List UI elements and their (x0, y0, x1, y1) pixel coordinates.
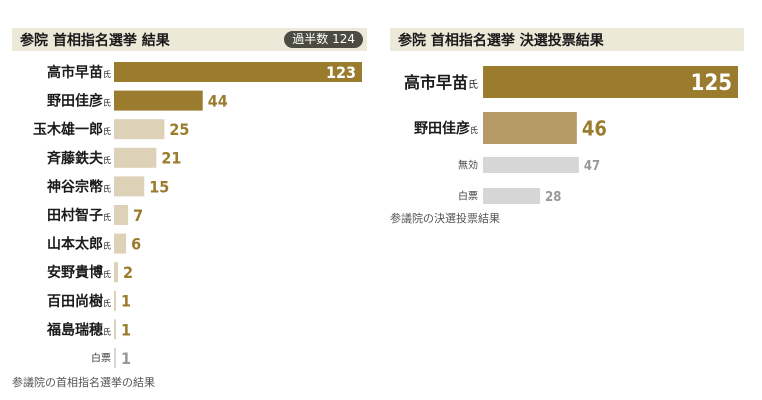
value-label: 1 (121, 320, 131, 339)
value-label: 1 (121, 292, 131, 311)
category-label: 白票 (91, 352, 111, 365)
category-label: 白票 (458, 190, 478, 203)
value-label: 44 (208, 92, 228, 111)
bar (114, 319, 117, 340)
category-label: 野田佳彦氏 (47, 93, 111, 110)
category-label: 高市早苗氏 (47, 64, 111, 81)
value-label: 6 (131, 235, 141, 254)
value-label: 47 (584, 159, 600, 174)
honorific-suffix: 氏 (103, 184, 111, 193)
category-label: 山本太郎氏 (47, 236, 111, 253)
value-label: 123 (326, 63, 356, 82)
honorific-suffix: 氏 (468, 79, 478, 91)
value-label: 1 (121, 349, 131, 368)
honorific-suffix: 氏 (103, 99, 111, 108)
bar (114, 147, 157, 168)
category-label: 百田尚樹氏 (47, 293, 111, 310)
honorific-suffix: 氏 (103, 299, 111, 308)
honorific-suffix: 氏 (103, 70, 111, 79)
runoff-chart: 高市早苗氏 125 野田佳彦氏 46 無効 47 白票 28 (404, 66, 738, 205)
first-round-panel: 参院 首相指名選挙 結果 過半数 124 高市早苗氏 123 野田佳彦氏 44 玉木雄一… (0, 0, 372, 400)
category-label: 安野貴博氏 (47, 264, 111, 281)
bar (114, 119, 165, 140)
value-label: 7 (133, 206, 143, 225)
value-label: 15 (149, 177, 169, 196)
honorific-suffix: 氏 (103, 242, 111, 251)
category-label: 田村智子氏 (47, 207, 111, 224)
bar (483, 188, 541, 204)
category-label: 高市早苗氏 (404, 73, 478, 92)
first-round-caption: 参議院の首相指名選挙の結果 (12, 376, 155, 389)
category-label: 斉藤鉄夫氏 (47, 150, 111, 167)
honorific-suffix: 氏 (103, 127, 111, 136)
first-round-header: 参院 首相指名選挙 結果 過半数 124 (12, 28, 367, 51)
bar (483, 112, 577, 144)
runoff-caption: 参議院の決選投票結果 (390, 212, 500, 225)
bar (114, 233, 127, 254)
value-label: 25 (169, 120, 189, 139)
value-label: 46 (582, 116, 607, 140)
category-label: 玉木雄一郎氏 (33, 121, 111, 138)
runoff-panel: 参院 首相指名選挙 決選投票結果 高市早苗氏 125 野田佳彦氏 46 無効 47 白票 28… (386, 0, 762, 240)
value-label: 2 (123, 263, 133, 282)
bar (114, 348, 117, 368)
value-label: 28 (545, 190, 561, 205)
first-round-title: 参院 首相指名選挙 結果 (20, 32, 170, 49)
value-label: 125 (691, 71, 732, 96)
value-label: 21 (161, 149, 181, 168)
bar (114, 90, 203, 111)
honorific-suffix: 氏 (103, 156, 111, 165)
bar (114, 62, 362, 82)
honorific-suffix: 氏 (103, 270, 111, 279)
bar (483, 66, 738, 98)
bar (114, 290, 117, 311)
majority-badge: 過半数 124 (284, 31, 363, 48)
category-label: 神谷宗幣氏 (47, 178, 111, 195)
bar (114, 262, 119, 283)
runoff-header: 参院 首相指名選挙 決選投票結果 (390, 28, 744, 51)
category-label: 無効 (458, 159, 478, 172)
bar (114, 205, 129, 225)
honorific-suffix: 氏 (103, 327, 111, 336)
category-label: 野田佳彦氏 (414, 120, 478, 137)
honorific-suffix: 氏 (470, 126, 478, 135)
bar (114, 176, 145, 197)
runoff-title: 参院 首相指名選挙 決選投票結果 (398, 32, 604, 49)
honorific-suffix: 氏 (103, 213, 111, 222)
bar (483, 157, 579, 173)
category-label: 福島瑞穂氏 (46, 321, 111, 338)
